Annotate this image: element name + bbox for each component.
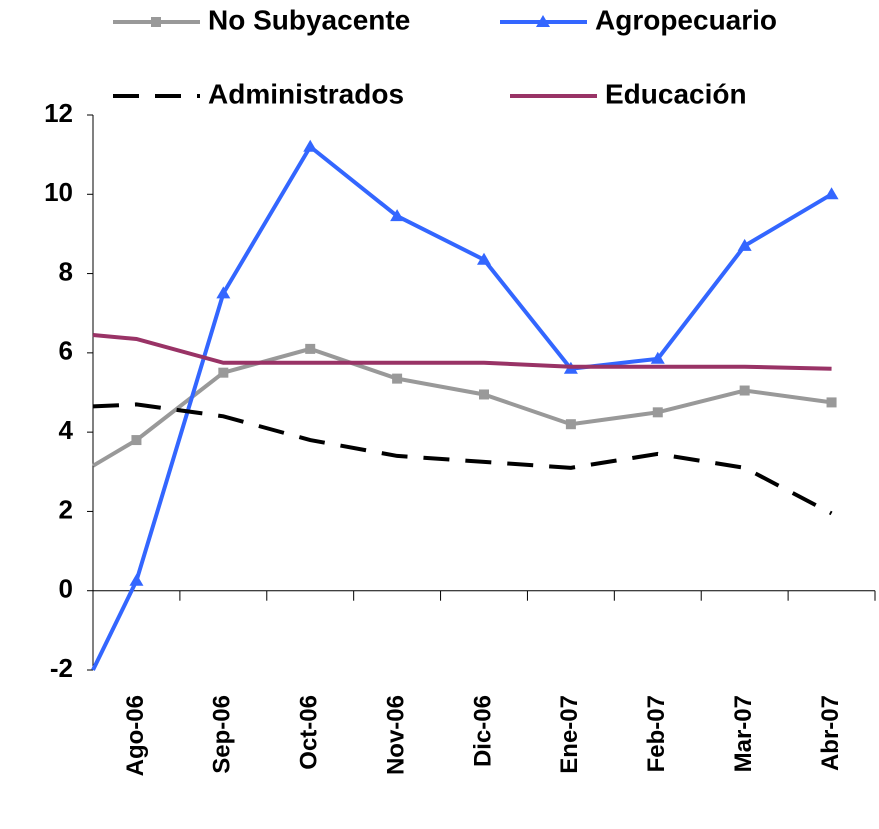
x-tick-label: Ene-07 <box>556 695 583 774</box>
x-tick-label: Dic-06 <box>469 695 496 767</box>
data-point <box>739 385 750 396</box>
y-tick-label: 2 <box>59 494 73 524</box>
y-tick-label: -2 <box>50 653 73 683</box>
y-tick-label: 6 <box>59 336 73 366</box>
x-tick-label: Feb-07 <box>643 695 670 772</box>
legend-label: Agropecuario <box>595 4 777 35</box>
data-point <box>218 367 229 378</box>
x-tick-label: Abr-07 <box>817 695 844 771</box>
legend-marker <box>536 15 550 27</box>
data-point <box>390 209 405 222</box>
x-tick-label: Sep-06 <box>209 695 236 774</box>
data-point <box>392 373 403 384</box>
series-line <box>91 143 833 671</box>
data-point <box>305 343 316 354</box>
legend-label: No Subyacente <box>208 4 410 35</box>
data-point <box>477 252 491 265</box>
x-tick-label: Ago-06 <box>122 695 149 776</box>
data-point <box>824 187 839 200</box>
legend-label: Educación <box>605 78 747 109</box>
data-point <box>216 286 231 299</box>
y-tick-label: 10 <box>44 177 73 207</box>
series-line <box>92 402 833 516</box>
legend-label: Administrados <box>208 78 404 109</box>
x-tick-label: Nov-06 <box>382 695 409 775</box>
data-point <box>565 419 576 430</box>
data-point <box>737 238 752 251</box>
legend-marker <box>151 17 161 27</box>
y-tick-label: 12 <box>44 98 73 128</box>
data-point <box>303 139 318 152</box>
series-line <box>92 333 832 371</box>
data-point <box>650 351 665 364</box>
y-tick-label: 4 <box>59 415 74 445</box>
x-tick-label: Mar-07 <box>730 695 757 772</box>
data-point <box>479 389 489 400</box>
data-point <box>652 407 663 418</box>
data-point <box>129 573 144 586</box>
y-tick-label: 0 <box>59 574 73 604</box>
data-point <box>131 435 142 446</box>
x-tick-label: Oct-06 <box>296 695 323 770</box>
series-line <box>91 346 832 468</box>
data-point <box>826 397 837 408</box>
y-tick-label: 8 <box>59 256 73 286</box>
